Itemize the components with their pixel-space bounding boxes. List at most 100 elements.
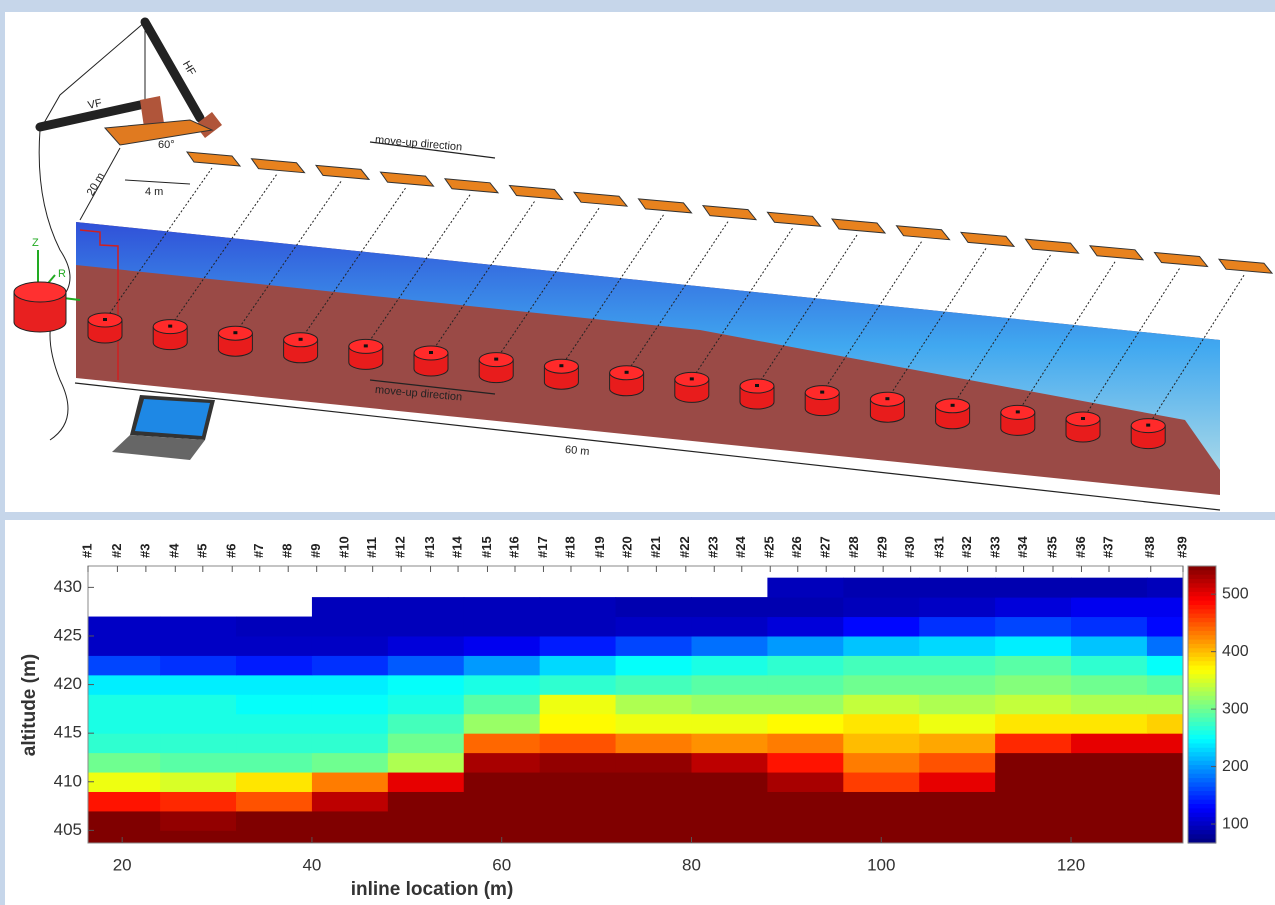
- source-plate: [959, 231, 1016, 247]
- top-tick-label: #14: [449, 536, 464, 558]
- heat-cell: [387, 616, 465, 637]
- source-plate: [895, 225, 951, 241]
- heat-cell: [1071, 616, 1148, 637]
- receiver-dot: [1015, 410, 1020, 414]
- colorbar-swatch: [1188, 791, 1216, 796]
- heat-cell: [539, 791, 617, 812]
- source-plate: [1153, 251, 1209, 268]
- colorbar-swatch: [1188, 708, 1216, 714]
- heat-cell: [995, 694, 1072, 715]
- receiver-dot: [1081, 417, 1085, 420]
- heat-cell: [1146, 733, 1183, 754]
- receiver-dot: [494, 357, 499, 361]
- heat-cell: [387, 830, 465, 843]
- heat-cell: [160, 616, 237, 637]
- top-tick-label: #6: [224, 544, 239, 558]
- heat-cell: [691, 810, 768, 831]
- heat-cell: [1071, 694, 1148, 715]
- colorbar-swatch: [1188, 713, 1216, 719]
- top-tick-label: #3: [137, 544, 152, 558]
- heat-cell: [995, 810, 1072, 831]
- top-tick-label: #26: [789, 536, 804, 558]
- colorbar-swatch: [1188, 752, 1216, 758]
- colorbar-swatch: [1188, 769, 1216, 775]
- heat-cell: [88, 830, 161, 843]
- receiver-dot: [755, 384, 759, 387]
- top-tick-label: #4: [167, 543, 182, 558]
- heat-cell: [615, 791, 692, 812]
- heat-cell: [311, 752, 389, 773]
- heat-cell: [691, 616, 768, 637]
- top-tick-label: #29: [875, 536, 890, 558]
- colorbar-swatch: [1188, 773, 1216, 779]
- heat-cell: [767, 791, 844, 812]
- heat-cell: [463, 655, 541, 676]
- heat-cell: [691, 597, 768, 618]
- colorbar-swatch: [1188, 778, 1216, 784]
- receiver-dot: [1146, 423, 1151, 427]
- top-tick-label: #19: [592, 536, 607, 558]
- colorbar-swatch: [1188, 765, 1216, 771]
- heat-cell: [1146, 713, 1183, 734]
- heat-cell: [236, 752, 313, 773]
- source-plate: [572, 191, 629, 207]
- x-tick-label: 100: [867, 855, 895, 874]
- colorbar-swatch: [1188, 596, 1216, 602]
- colorbar-swatch: [1188, 661, 1216, 667]
- colorbar-swatch: [1188, 726, 1216, 732]
- heat-cell: [691, 772, 768, 792]
- heat-cell: [311, 713, 389, 734]
- heat-cell: [615, 674, 692, 695]
- heat-cell: [539, 752, 617, 773]
- heat-cell: [160, 694, 237, 715]
- heat-cell: [311, 616, 389, 637]
- colorbar-swatch: [1188, 648, 1216, 654]
- heat-cell: [615, 830, 692, 843]
- heat-cell: [311, 810, 389, 831]
- heat-cell: [88, 616, 161, 637]
- heat-cell: [995, 597, 1072, 618]
- heat-cell: [160, 733, 237, 754]
- heat-cell: [539, 694, 617, 715]
- heat-cell: [919, 830, 996, 843]
- heat-cell: [88, 713, 161, 734]
- heat-cell: [311, 830, 389, 843]
- connector: [1082, 268, 1180, 420]
- connector: [104, 167, 213, 321]
- source-plate: [1217, 258, 1274, 274]
- colorbar-swatch: [1188, 687, 1216, 693]
- top-tick-label: #22: [677, 536, 692, 558]
- heat-cell: [843, 635, 920, 656]
- heat-cell: [843, 597, 920, 618]
- top-tick-label: #24: [733, 536, 748, 558]
- colorbar-swatch: [1188, 566, 1216, 571]
- heat-cell: [767, 772, 844, 792]
- heat-cell: [311, 674, 389, 695]
- colorbar-swatch: [1188, 570, 1216, 576]
- heat-cell: [919, 791, 996, 812]
- heat-cell: [843, 772, 920, 792]
- offset-arrow: [79, 147, 121, 221]
- heat-cell: [919, 752, 996, 773]
- heat-cell: [1071, 713, 1148, 734]
- heat-cell: [387, 713, 465, 734]
- top-tick-label: #20: [619, 536, 634, 558]
- connector: [169, 174, 277, 327]
- heat-cell: [615, 810, 692, 831]
- y-tick-label: 415: [54, 723, 82, 742]
- heat-cell: [387, 810, 465, 831]
- source-plate: [314, 164, 371, 180]
- profile-low-velocity: [76, 222, 1220, 470]
- receiver-dot: [689, 377, 694, 381]
- colorbar-swatch: [1188, 617, 1216, 623]
- colorbar-swatch: [1188, 695, 1216, 701]
- heat-cell: [919, 674, 996, 695]
- source-plate: [830, 218, 887, 234]
- heat-cell: [160, 655, 237, 676]
- heat-cell: [387, 752, 465, 773]
- heat-cell: [387, 694, 465, 715]
- heat-cell: [691, 830, 768, 843]
- heat-cell: [1071, 733, 1148, 754]
- heat-cell: [1146, 791, 1183, 812]
